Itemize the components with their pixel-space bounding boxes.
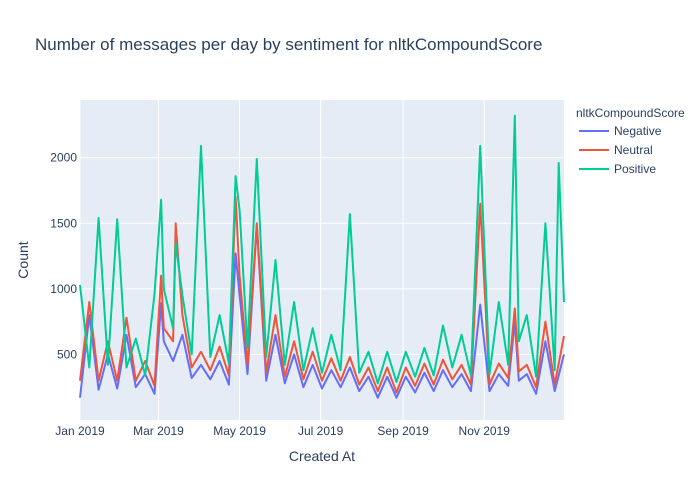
y-tick-label: 1000	[50, 282, 77, 296]
legend-item-negative[interactable]: Negative	[614, 124, 662, 138]
x-axis-title: Created At	[289, 448, 355, 464]
y-axis-ticks: 500 1000 1500 2000	[50, 151, 77, 362]
legend: nltkCompoundScore Negative Neutral Positiv…	[576, 106, 685, 176]
y-tick-label: 2000	[50, 151, 77, 165]
chart-title: Number of messages per day by sentiment …	[35, 35, 542, 54]
x-tick-label: Jul 2019	[298, 424, 344, 438]
y-tick-label: 1500	[50, 216, 77, 230]
x-axis-ticks: Jan 2019 Mar 2019 May 2019 Jul 2019 Sep 2019…	[55, 424, 510, 438]
legend-title: nltkCompoundScore	[576, 106, 685, 120]
legend-item-positive[interactable]: Positive	[614, 162, 656, 176]
x-tick-label: Mar 2019	[133, 424, 184, 438]
x-tick-label: Jan 2019	[55, 424, 105, 438]
series-lines	[79, 114, 565, 399]
series-line-negative	[79, 224, 565, 399]
y-tick-label: 500	[57, 347, 77, 361]
x-tick-label: May 2019	[213, 424, 266, 438]
x-tick-label: Nov 2019	[459, 424, 511, 438]
legend-item-neutral[interactable]: Neutral	[614, 143, 653, 157]
series-line-positive	[79, 114, 565, 385]
x-tick-label: Sep 2019	[377, 424, 429, 438]
series-line-neutral	[79, 196, 565, 394]
y-axis-title: Count	[15, 241, 31, 278]
